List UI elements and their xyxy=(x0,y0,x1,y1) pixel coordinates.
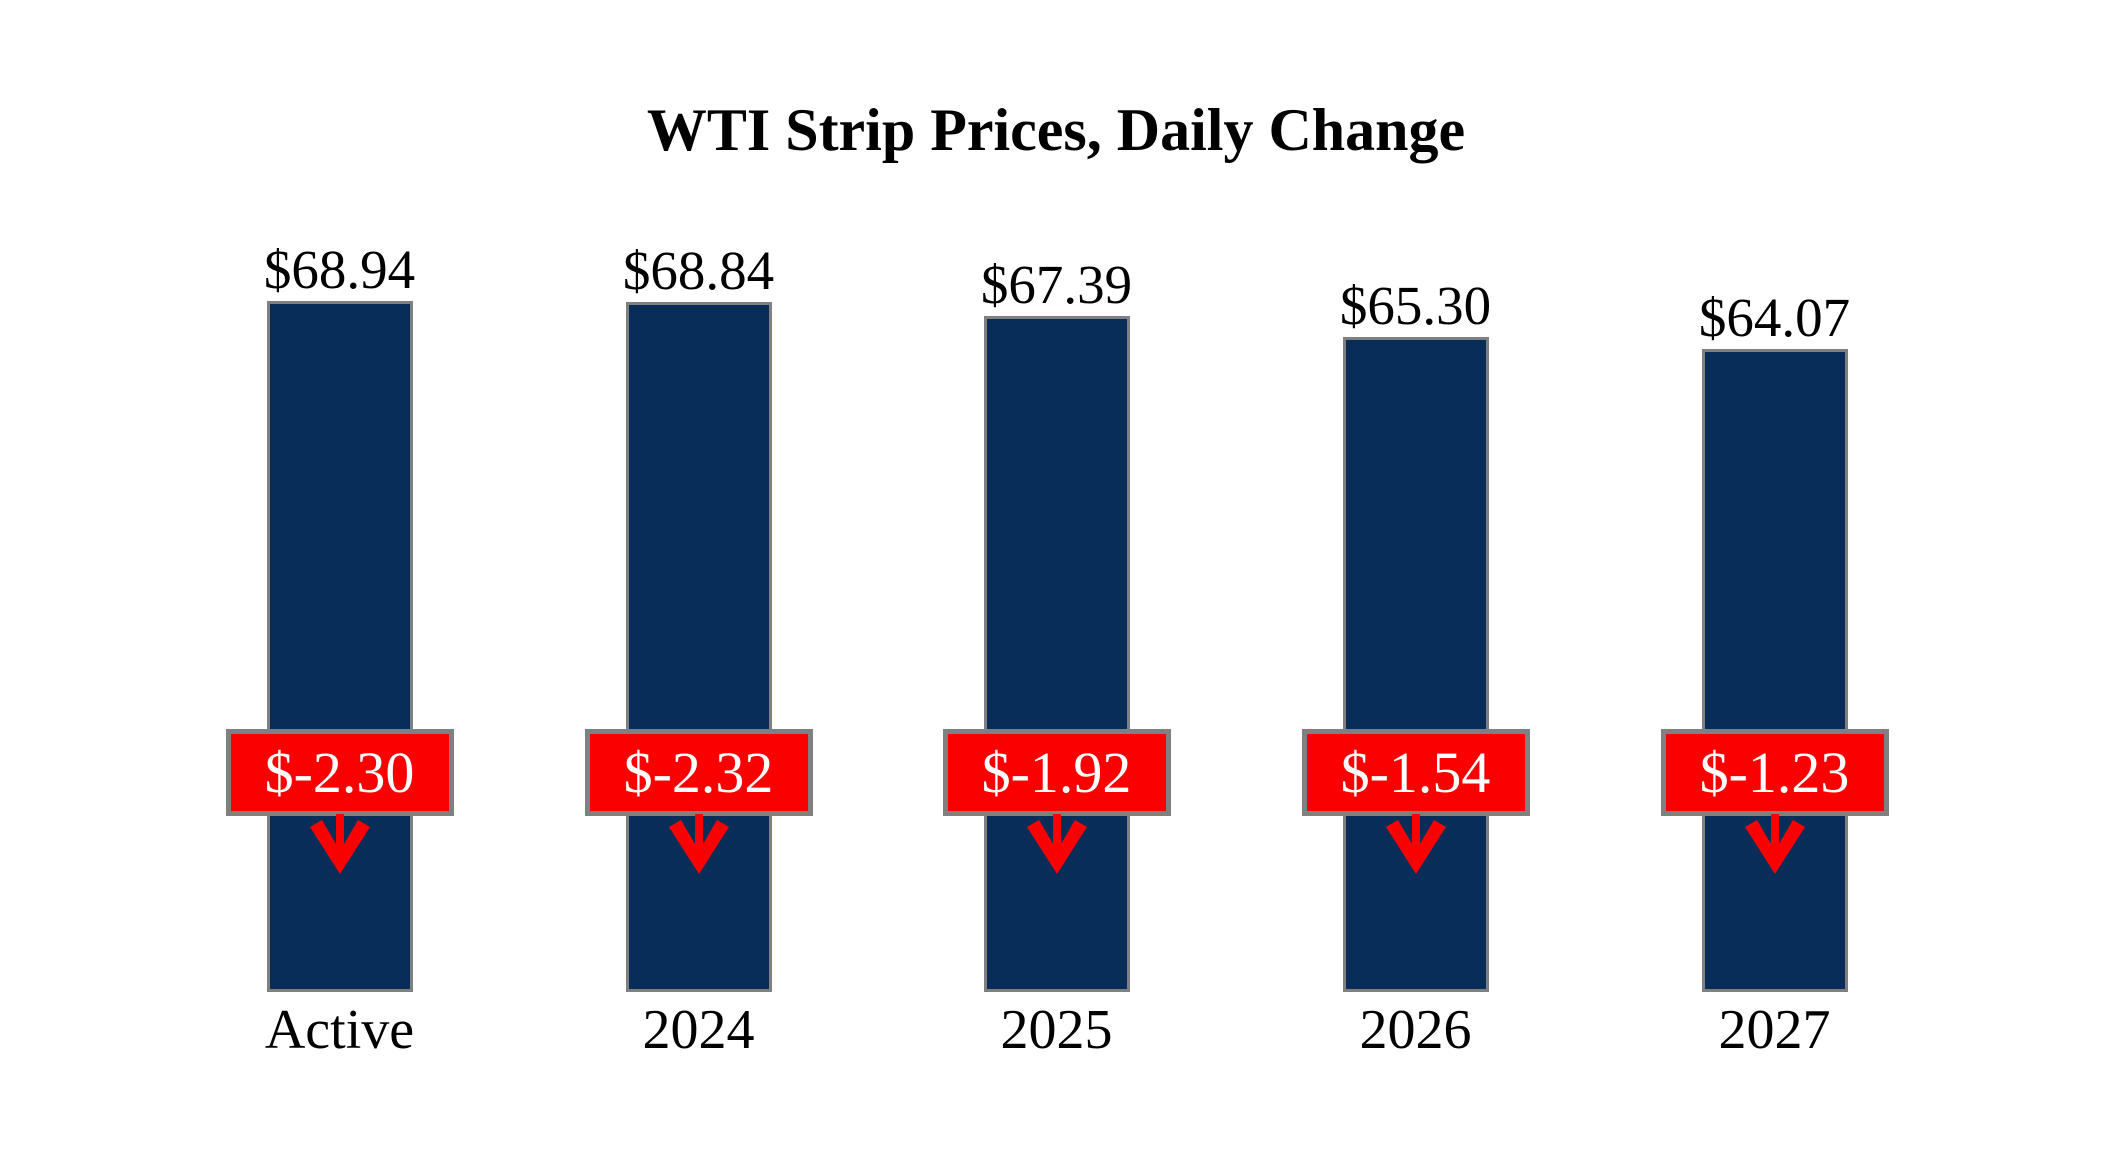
price-bar xyxy=(625,302,772,992)
daily-change-value: $-1.92 xyxy=(981,739,1132,805)
chart-title: WTI Strip Prices, Daily Change xyxy=(646,97,1466,163)
price-bar xyxy=(1701,349,1848,992)
bar-value-label: $65.30 xyxy=(1339,275,1492,336)
bar-group: $67.39 $-1.92 2025 xyxy=(877,0,1236,1152)
down-arrow-icon xyxy=(309,814,370,874)
daily-change-badge: $-2.32 xyxy=(584,729,813,816)
daily-change-badge: $-1.92 xyxy=(942,729,1171,816)
down-arrow-icon xyxy=(1026,814,1087,874)
daily-change-badge: $-1.54 xyxy=(1301,729,1530,816)
down-arrow-icon xyxy=(1385,814,1446,874)
category-label: 2025 xyxy=(1000,999,1113,1061)
bar-group: $65.30 $-1.54 2026 xyxy=(1236,0,1595,1152)
down-arrow-icon xyxy=(1744,814,1805,874)
bar-value-label: $67.39 xyxy=(980,254,1133,315)
category-label: 2027 xyxy=(1718,999,1831,1061)
down-arrow-icon xyxy=(668,814,729,874)
daily-change-value: $-2.30 xyxy=(264,739,415,805)
bar-group: $64.07 $-1.23 2027 xyxy=(1595,0,1954,1152)
bar-group: $68.94 $-2.30 Active xyxy=(160,0,519,1152)
price-bar xyxy=(266,301,413,992)
daily-change-value: $-1.54 xyxy=(1340,739,1491,805)
category-label: Active xyxy=(264,999,415,1061)
daily-change-badge: $-2.30 xyxy=(225,729,454,816)
category-label: 2026 xyxy=(1359,999,1472,1061)
bar-value-label: $68.94 xyxy=(263,239,416,300)
category-label: 2024 xyxy=(642,999,755,1061)
price-bar xyxy=(983,316,1130,992)
bar-value-label: $68.84 xyxy=(622,240,775,301)
bar-group: $68.84 $-2.32 2024 xyxy=(519,0,878,1152)
bar-value-label: $64.07 xyxy=(1698,287,1851,348)
price-bar xyxy=(1342,337,1489,992)
daily-change-value: $-1.23 xyxy=(1699,739,1850,805)
daily-change-value: $-2.32 xyxy=(623,739,774,805)
daily-change-badge: $-1.23 xyxy=(1660,729,1889,816)
